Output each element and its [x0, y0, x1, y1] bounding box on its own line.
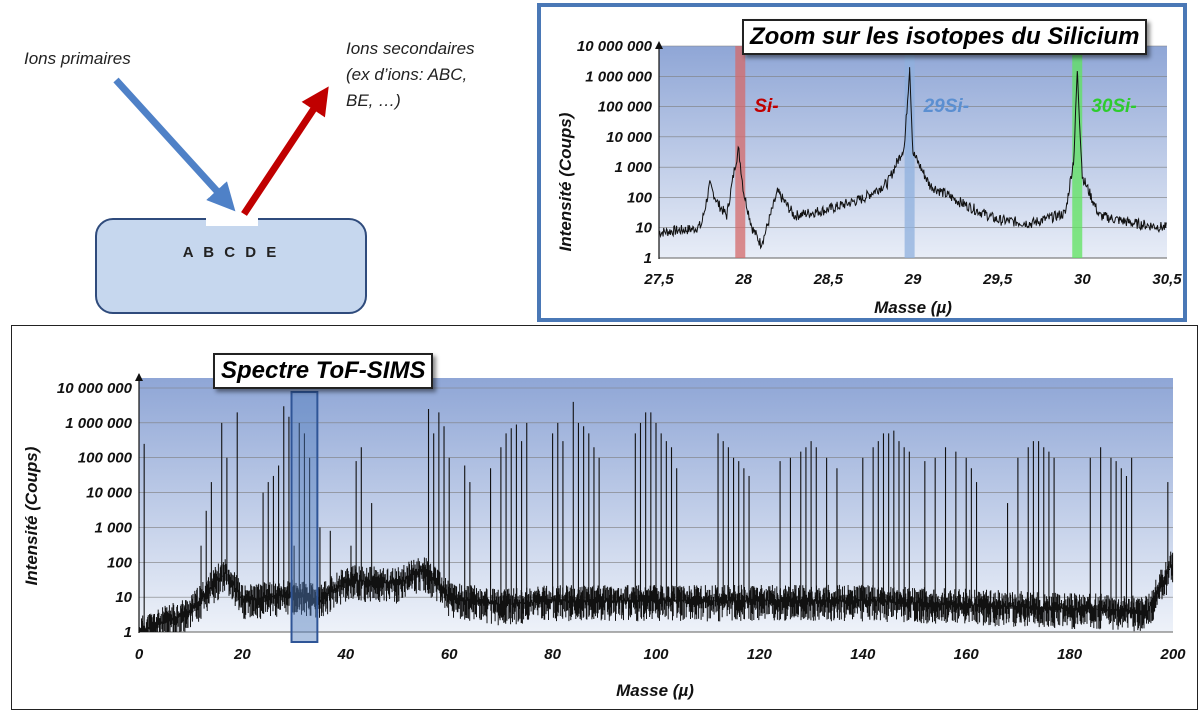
- ion-sputtering-diagram: Ions primaires Ions secondaires (ex d’io…: [0, 0, 530, 320]
- main-x-tick-label: 200: [1159, 646, 1186, 663]
- isotope-band: [735, 46, 746, 258]
- main-y-tick-label: 100: [107, 554, 133, 571]
- zoom-chart-title: Zoom sur les isotopes du Silicium: [742, 19, 1148, 55]
- zoom-y-tick-label: 100: [627, 189, 653, 206]
- zoom-x-tick-label: 29,5: [982, 271, 1013, 288]
- zoom-y-tick-label: 1 000: [614, 159, 652, 176]
- main-chart: 1 10 100 1 000 10 000 100 000 1 000 000 10 000 …: [22, 373, 1186, 700]
- ion-arrows: [113, 77, 329, 216]
- main-x-tick-label: 0: [135, 646, 144, 663]
- zoom-x-tick-label: 27,5: [643, 271, 674, 288]
- main-x-tick-label: 140: [850, 646, 876, 663]
- zoom-y-axis-arrow: [655, 41, 663, 49]
- isotope-band: [1072, 46, 1083, 258]
- main-x-tick-label: 180: [1057, 646, 1083, 663]
- main-x-tick-label: 100: [643, 646, 669, 663]
- isotope-label: 30Si-: [1091, 96, 1136, 117]
- main-ylabel: Intensité (Coups): [22, 446, 41, 585]
- primary-ion-arrow: [113, 77, 236, 212]
- main-y-tick-label: 1 000: [94, 519, 132, 536]
- zoom-y-tick-label: 10: [635, 220, 652, 237]
- silicon-highlight-box: [290, 391, 319, 643]
- zoom-chart-panel: 1 10 100 1 000 10 000 100 000 1 000 000 10 000 …: [537, 3, 1187, 322]
- main-x-tick-label: 60: [441, 646, 458, 663]
- zoom-chart: 1 10 100 1 000 10 000 100 000 1 000 000 10 000 …: [556, 38, 1182, 317]
- main-y-tick-label: 10 000: [86, 485, 133, 502]
- main-y-tick-label: 10: [115, 589, 132, 606]
- zoom-y-tick-label: 100 000: [598, 99, 653, 116]
- main-x-tick-label: 40: [336, 646, 354, 663]
- main-y-tick-label: 1 000 000: [65, 415, 132, 432]
- secondary-ions-line3: BE, …): [346, 91, 401, 110]
- zoom-x-tick-label: 30,5: [1152, 271, 1182, 288]
- main-x-tick-label: 120: [747, 646, 773, 663]
- zoom-xlabel: Masse (µ): [874, 298, 952, 317]
- zoom-y-tick-label: 10 000 000: [577, 38, 653, 55]
- main-y-tick-label: 100 000: [78, 450, 133, 467]
- sample-atoms-label: A B C D E: [182, 244, 280, 261]
- main-x-tick-label: 160: [954, 646, 980, 663]
- main-xlabel: Masse (µ): [616, 681, 694, 700]
- zoom-x-tick-label: 28: [734, 271, 752, 288]
- main-chart-panel: 1 10 100 1 000 10 000 100 000 1 000 000 10 000 …: [11, 325, 1198, 710]
- zoom-x-tick-label: 30: [1074, 271, 1091, 288]
- secondary-ions-line1: Ions secondaires: [346, 39, 475, 58]
- main-chart-title: Spectre ToF-SIMS: [213, 353, 434, 389]
- secondary-ions-label: Ions secondaires (ex d’ions: ABC, BE, …): [346, 36, 536, 114]
- zoom-y-tick-label: 1: [644, 250, 652, 267]
- main-y-axis-arrow: [135, 373, 143, 381]
- impact-spot: [206, 218, 258, 226]
- main-y-tick-label: 1: [124, 624, 132, 641]
- zoom-x-tick-label: 28,5: [813, 271, 844, 288]
- main-x-tick-label: 20: [233, 646, 251, 663]
- isotope-band: [904, 46, 915, 258]
- zoom-y-tick-label: 1 000 000: [585, 68, 652, 85]
- secondary-ion-arrow: [241, 86, 329, 216]
- zoom-x-tick-label: 29: [904, 271, 922, 288]
- isotope-label: 29Si-: [923, 96, 969, 117]
- isotope-label: Si-: [754, 96, 778, 117]
- zoom-ylabel: Intensité (Coups): [556, 112, 575, 251]
- zoom-series-line: [658, 67, 1167, 250]
- main-y-tick-label: 10 000 000: [57, 380, 133, 397]
- zoom-y-tick-label: 10 000: [606, 129, 653, 146]
- primary-ions-label: Ions primaires: [24, 49, 131, 68]
- secondary-ions-line2: (ex d’ions: ABC,: [346, 65, 468, 84]
- main-x-tick-label: 80: [544, 646, 561, 663]
